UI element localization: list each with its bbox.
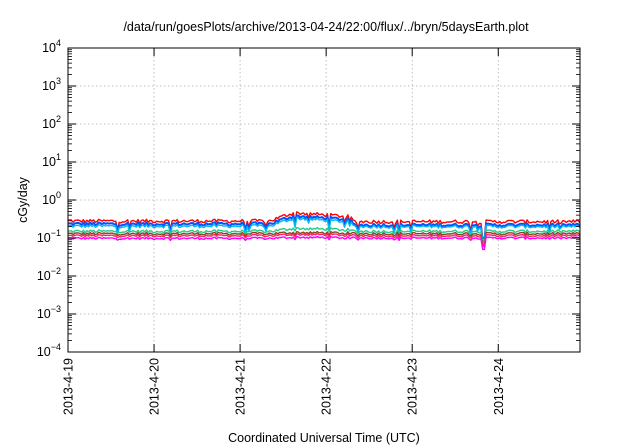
series-line	[68, 230, 581, 246]
series-line	[68, 226, 581, 245]
data-series	[67, 211, 581, 251]
series-line	[67, 214, 581, 245]
chart-title: /data/run/goesPlots/archive/2013-04-24/2…	[123, 20, 529, 34]
x-tick-label: 2013-4-21	[234, 358, 248, 415]
y-tick-label: 102	[42, 114, 61, 131]
grid-lines	[68, 48, 580, 352]
x-tick-label: 2013-4-24	[492, 358, 506, 415]
x-tick-label: 2013-4-22	[320, 358, 334, 415]
y-tick-label: 103	[42, 76, 61, 93]
x-tick-label: 2013-4-20	[148, 358, 162, 415]
y-tick-label: 10−1	[37, 228, 61, 245]
y-tick-label: 10−2	[37, 266, 61, 283]
y-tick-label: 104	[42, 38, 61, 55]
y-axis: 10−4 10−3 10−2 10−1 100 101 102 103 104	[37, 38, 580, 359]
series-line	[68, 211, 581, 239]
y-tick-label: 100	[42, 190, 61, 207]
x-tick-label: 2013-4-23	[406, 358, 420, 415]
y-axis-label: cGy/day	[16, 176, 30, 223]
series-line	[67, 232, 581, 248]
series-line	[68, 235, 581, 251]
y-tick-label: 10−4	[37, 342, 61, 359]
x-tick-label: 2013-4-19	[62, 358, 76, 415]
series-line	[68, 216, 581, 244]
y-tick-label: 10−3	[37, 304, 61, 321]
x-axis-label: Coordinated Universal Time (UTC)	[228, 431, 420, 445]
y-tick-label: 101	[42, 152, 61, 169]
x-axis: 2013-4-19 2013-4-20 2013-4-21 2013-4-22 2013…	[62, 48, 506, 415]
